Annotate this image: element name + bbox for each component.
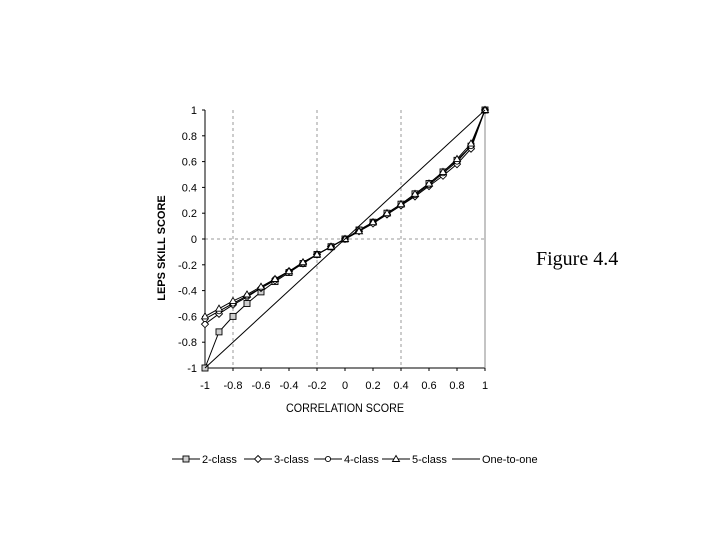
y-tick-label: -0.8	[178, 337, 197, 349]
data-point-5-class	[200, 312, 210, 320]
data-point-5-class	[284, 266, 294, 275]
data-point-5-class	[214, 304, 224, 312]
data-point-5-class	[270, 274, 280, 282]
x-tick-label: 0.8	[449, 380, 464, 392]
x-tick-label: -1	[200, 380, 210, 392]
x-tick-label: -0.4	[280, 380, 299, 392]
legend-item-2-class: 2-class	[172, 454, 237, 466]
data-point-5-class	[298, 257, 308, 266]
data-point-2-class	[215, 328, 223, 336]
series-5-class	[200, 105, 490, 320]
data-point-5-class	[452, 154, 462, 162]
legend-marker	[324, 455, 332, 463]
data-point-5-class	[242, 290, 252, 298]
legend-label: 2-class	[202, 454, 237, 466]
x-tick-label: 0	[342, 380, 348, 392]
legend-marker	[182, 455, 190, 463]
legend: 2-class 3-class 4-class 5-class One-to-one	[172, 454, 538, 466]
series-line-one-to-one	[204, 109, 486, 369]
series-4-class	[201, 106, 489, 323]
data-point-5-class	[466, 139, 476, 147]
y-tick-label: 0.6	[182, 157, 197, 169]
legend-marker	[391, 454, 401, 462]
y-tick-label: -0.6	[178, 311, 197, 323]
data-point-2-class	[229, 312, 237, 320]
y-tick-label: 0.8	[182, 131, 197, 143]
series	[200, 105, 490, 372]
series-line-5-class	[204, 109, 486, 317]
data-point-5-class	[256, 282, 266, 290]
x-tick-label: 0.2	[365, 380, 380, 392]
legend-label: 5-class	[412, 454, 447, 466]
legend-label: One-to-one	[482, 454, 538, 466]
legend-label: 4-class	[344, 454, 379, 466]
legend-label: 3-class	[274, 454, 309, 466]
tick-labels: -1 -0.8 -0.6 -0.4 -0.2 0 0.2 0.4 0.6 0.8 1 1 0.8 0.6 0…	[178, 105, 488, 392]
y-tick-label: -0.4	[178, 286, 197, 298]
y-tick-label: 1	[191, 105, 197, 117]
x-axis-title: CORRELATION SCORE	[286, 403, 404, 415]
figure-caption: Figure 4.4	[536, 248, 619, 270]
legend-marker	[253, 454, 263, 464]
data-point-5-class	[396, 199, 406, 208]
data-point-5-class	[410, 189, 420, 197]
y-tick-label: -1	[187, 363, 197, 375]
data-point-5-class	[354, 226, 364, 235]
data-point-5-class	[228, 296, 238, 304]
data-point-3-class	[200, 320, 210, 329]
legend-item-one-to-one: One-to-one	[452, 454, 538, 466]
x-tick-label: -0.2	[308, 380, 327, 392]
legend-item-4-class: 4-class	[314, 454, 379, 466]
x-tick-label: 1	[482, 380, 488, 392]
x-tick-label: -0.8	[224, 380, 243, 392]
data-point-5-class	[424, 179, 434, 187]
x-tick-label: 0.6	[421, 380, 436, 392]
data-point-5-class	[326, 242, 336, 250]
y-tick-label: -0.2	[178, 260, 197, 272]
data-point-5-class	[382, 208, 392, 217]
series-one-to-one	[204, 109, 486, 369]
data-point-5-class	[368, 217, 378, 226]
y-axis-title: LEPS SKILL SCORE	[156, 195, 168, 301]
data-point-2-class	[243, 300, 251, 307]
y-tick-label: 0.4	[182, 182, 197, 194]
series-line-4-class	[204, 109, 486, 320]
legend-item-5-class: 5-class	[382, 454, 447, 466]
y-tick-label: 0.2	[182, 208, 197, 220]
data-point-5-class	[312, 250, 322, 258]
x-tick-label: -0.6	[252, 380, 271, 392]
legend-item-3-class: 3-class	[244, 454, 309, 466]
x-tick-label: 0.4	[393, 380, 408, 392]
data-point-5-class	[438, 167, 448, 175]
y-tick-label: 0	[191, 234, 197, 246]
